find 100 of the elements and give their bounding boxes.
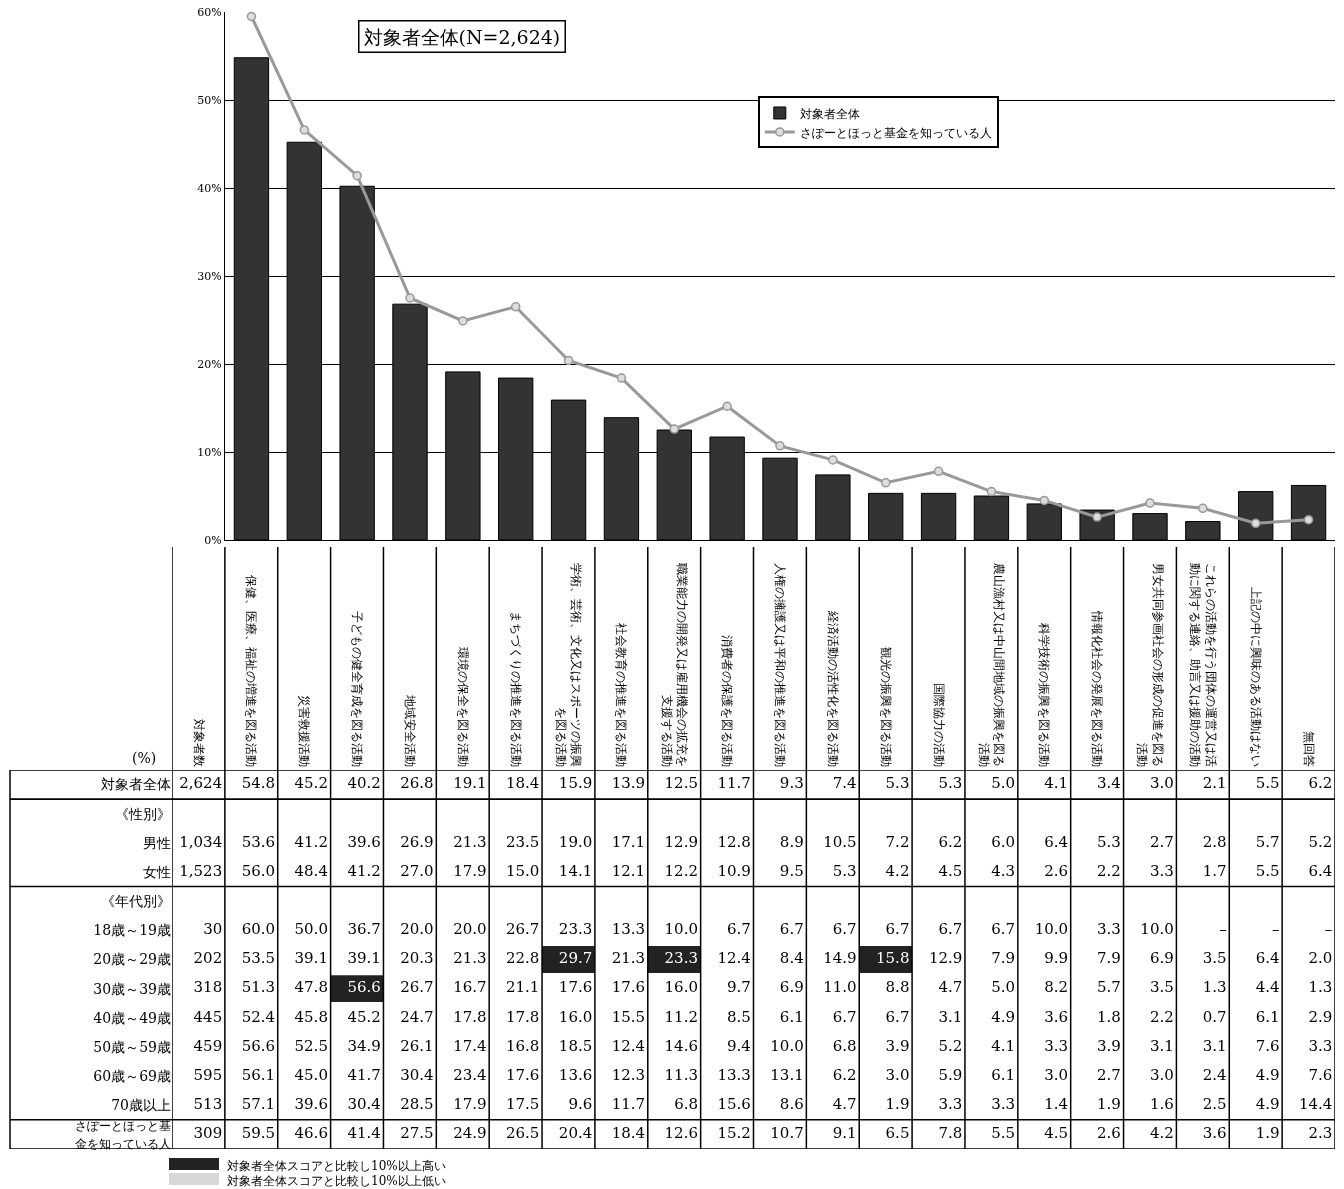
data-label: 26.1 [400,1036,434,1055]
x-tick-label: 無回答 [1301,731,1316,768]
data-label: 45.2 [294,774,328,793]
y-tick-label: 男性 [143,834,171,851]
data-label: 6.1 [1255,1007,1280,1026]
data-label: 39.6 [347,832,381,851]
data-label: 513 [193,1095,223,1114]
data-label: 40.2 [347,774,381,793]
data-label: 22.8 [505,949,540,968]
text: 対象者全体スコアと比較し10%以上低い [227,1174,446,1188]
data-label: 12.8 [717,832,751,851]
point [246,11,257,22]
data-label: 4.9 [991,1007,1016,1026]
x-tick-label: 国際協力の活動 [931,683,946,768]
data-label: 21.3 [453,949,487,968]
data-label: 39.1 [294,949,328,968]
data-label: 51.3 [241,978,276,997]
data-label: 17.8 [453,1007,487,1026]
data-label: 11.7 [611,1095,646,1114]
point [775,441,785,451]
point [880,478,891,488]
data-label: 11.2 [664,1007,698,1026]
data-label: 6.8 [674,1095,698,1114]
data-label: 10.7 [770,1124,804,1143]
data-label: 6.4 [1255,949,1280,968]
data-label: 3.0 [1149,1065,1174,1084]
x-tick-label: 子どもの健全育成を図る活動 [350,611,365,768]
data-label: 6.7 [885,1007,910,1026]
data-label: 2.8 [1202,832,1227,851]
data-label: 7.2 [885,832,910,851]
data-label: 16.0 [664,978,698,997]
data-label: 4.4 [1255,978,1280,997]
data-label: 5.7 [1097,978,1121,997]
data-label: 8.8 [885,978,910,997]
data-label: 318 [193,978,223,997]
legend-label: 対象者全体 [799,106,860,121]
data-label: 6.7 [779,920,804,939]
x-tick-label: 対象者数 [191,719,206,768]
x-tick-label: 科学技術の振興を図る活動 [1037,623,1052,768]
data-label: 4.2 [1149,1124,1174,1143]
data-label: 24.9 [453,1124,487,1143]
data-label: 15.8 [876,949,910,968]
data-label: 11.3 [664,1065,698,1084]
data-label: 4.1 [991,1036,1016,1055]
data-label: 9.1 [832,1124,857,1143]
point [1039,495,1050,506]
data-label: 23.5 [505,832,540,851]
data-label: 18.5 [558,1036,593,1055]
data-label: 15.6 [717,1095,751,1114]
data-label: 3.1 [1202,1036,1227,1055]
point [1145,498,1155,508]
data-label: 2,624 [179,774,223,793]
data-label: 5.7 [1255,832,1280,851]
data-label: 41.2 [294,832,328,851]
text: – [1324,920,1333,939]
data-label: 1.9 [1255,1124,1280,1143]
data-label: 53.5 [241,949,276,968]
text: 対象者全体スコアと比較し10%以上高い [227,1159,446,1173]
data-label: 21.3 [453,832,487,851]
data-label: 3.3 [1149,861,1174,880]
data-label: 6.2 [938,832,963,851]
point [458,316,468,326]
data-label: 48.4 [294,861,328,880]
data-label: 10.5 [823,832,857,851]
point [616,373,627,383]
data-label: 5.9 [938,1065,963,1084]
data-label: 26.9 [400,832,434,851]
data-label: 13.1 [770,1065,804,1084]
data-label: 3.5 [1149,978,1174,997]
data-label: 4.7 [938,978,963,997]
data-label: 17.6 [505,1065,540,1084]
data-label: 9.4 [727,1036,751,1055]
data-label: 47.8 [294,978,328,997]
data-label: 21.3 [611,949,646,968]
y-axis-title: (%) [132,750,157,766]
data-label: 41.4 [347,1124,381,1143]
data-label: 52.5 [294,1036,328,1055]
data-label: 17.6 [611,978,646,997]
point [828,455,838,465]
legend-label: さぽーとほっと基金を知っている人 [799,125,992,140]
y-tick-label: 《性別》 [115,805,171,822]
data-label: 6.7 [938,920,963,939]
data-label: 7.4 [832,774,857,793]
data-label: 12.1 [611,861,646,880]
y-tick-label: 10% [197,445,222,459]
data-label: 6.9 [779,978,804,997]
data-label: 8.5 [727,1007,751,1026]
data-label: 56.6 [241,1036,276,1055]
text: – [1219,920,1227,939]
point [563,355,574,366]
y-tick-label: 50歳～59歳 [93,1038,171,1055]
data-label: 24.7 [400,1007,434,1026]
data-label: 17.6 [558,978,593,997]
data-label: 17.9 [453,1095,487,1114]
data-label: 30 [203,920,223,939]
x-tick-label: 保健、医療、福祉の増進を図る活動 [244,575,259,768]
data-label: 1.9 [1097,1095,1121,1114]
data-label: 4.9 [1255,1095,1280,1114]
x-tick-label: 地域安全活動 [402,694,417,768]
data-label: 3.3 [1097,920,1121,939]
